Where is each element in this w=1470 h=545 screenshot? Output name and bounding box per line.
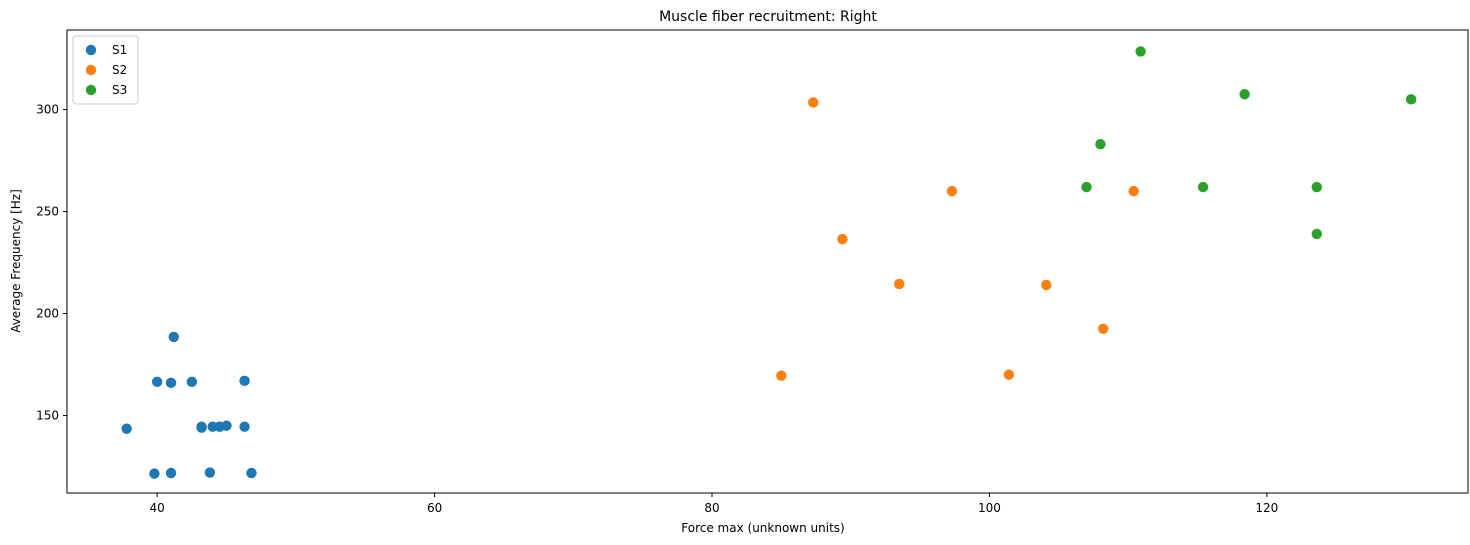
data-point-s1 — [168, 331, 180, 343]
data-point-s2 — [1097, 323, 1109, 335]
x-axis: 40 60 80 100 120 — [150, 493, 1278, 515]
data-point-s2 — [837, 233, 848, 245]
data-point-s2 — [1041, 279, 1052, 291]
y-axis: 150 200 250 300 — [36, 103, 67, 422]
data-point-s3 — [1311, 181, 1323, 193]
legend-box — [72, 35, 139, 105]
legend-marker-s3 — [85, 84, 97, 96]
data-point-s1 — [151, 376, 163, 388]
legend-label-s3: S3 — [112, 83, 127, 97]
data-point-s1 — [239, 421, 250, 432]
legend-label-s1: S1 — [112, 43, 127, 57]
data-point-s2 — [894, 278, 905, 290]
data-point-s1 — [196, 421, 207, 432]
x-tick-label: 80 — [704, 501, 719, 515]
data-point-s2 — [1003, 369, 1015, 380]
x-tick-label: 40 — [150, 501, 165, 515]
data-point-s3 — [1081, 181, 1092, 193]
data-point-s1 — [204, 467, 216, 478]
data-point-s1 — [165, 377, 177, 389]
y-tick-label: 300 — [36, 103, 59, 117]
data-point-s3 — [1197, 181, 1209, 193]
plot-area — [66, 29, 1469, 494]
legend-marker-s1 — [85, 44, 97, 56]
legend-marker-s2 — [85, 64, 97, 76]
x-axis-label: Force max (unknown units) — [681, 521, 844, 535]
data-point-s1 — [239, 375, 250, 387]
x-tick-label: 100 — [978, 501, 1001, 515]
data-point-s2 — [1128, 185, 1139, 197]
x-tick-label: 60 — [427, 501, 442, 515]
y-axis-label: Average Frequency [Hz] — [9, 189, 23, 333]
data-point-s2 — [946, 185, 958, 197]
legend-label-s2: S2 — [112, 63, 127, 77]
y-tick-label: 150 — [36, 408, 59, 422]
data-point-s3 — [1405, 94, 1417, 105]
data-point-s2 — [776, 370, 787, 381]
data-point-s3 — [1311, 228, 1323, 240]
data-points — [121, 46, 1417, 479]
data-point-s2 — [808, 97, 819, 108]
y-tick-label: 200 — [36, 307, 59, 321]
data-point-s1 — [186, 376, 198, 388]
data-point-s3 — [1135, 46, 1146, 57]
y-tick-label: 250 — [36, 205, 59, 219]
data-point-s3 — [1095, 139, 1106, 150]
chart-title: Muscle fiber recruitment: Right — [659, 9, 877, 25]
data-point-s1 — [149, 468, 160, 479]
data-point-s1 — [165, 467, 177, 479]
legend: S1 S2 S3 — [72, 35, 139, 105]
data-point-s1 — [246, 467, 257, 479]
data-point-s3 — [1239, 89, 1250, 100]
data-point-s1 — [221, 420, 232, 431]
data-point-s1 — [121, 423, 132, 434]
x-tick-label: 120 — [1255, 501, 1278, 515]
